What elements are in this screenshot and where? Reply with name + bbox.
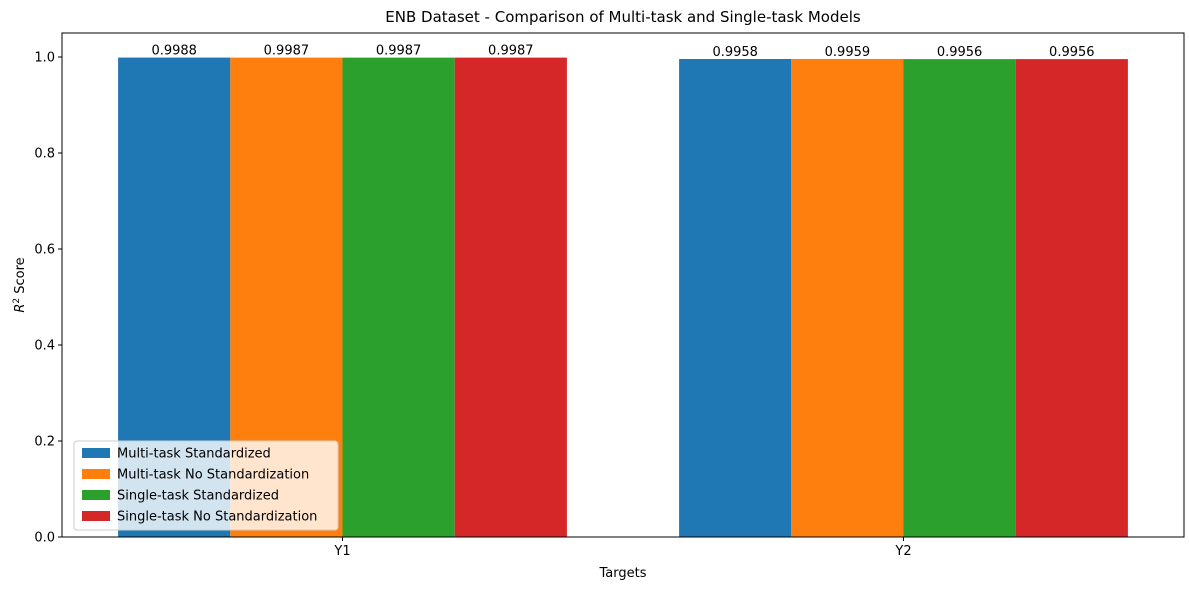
- bar-y2-series-4: [1015, 59, 1128, 537]
- bar-value-label: 0.9956: [937, 45, 983, 60]
- legend-label: Multi-task Standardized: [117, 447, 271, 462]
- legend-swatch: [82, 448, 110, 458]
- bar-value-label: 0.9958: [712, 45, 758, 60]
- x-axis: Y1 Y2: [333, 537, 912, 559]
- y-axis-label-text: Score: [13, 257, 28, 298]
- legend-swatch: [82, 511, 110, 521]
- bar-value-label: 0.9956: [1049, 45, 1095, 60]
- x-tick-label: Y1: [333, 544, 350, 559]
- legend-swatch: [82, 469, 110, 479]
- bar-y1-series-4: [454, 57, 567, 538]
- bar-value-label: 0.9959: [825, 45, 871, 60]
- plot-area-frame: [61, 32, 1185, 538]
- x-axis-label: Targets: [599, 566, 647, 581]
- y-tick-label: 0.2: [34, 435, 55, 450]
- legend-label: Multi-task No Standardization: [117, 468, 309, 483]
- bar-value-label: 0.9987: [376, 44, 422, 59]
- bars-layer: [118, 57, 1128, 538]
- y-axis: 0.0 0.2 0.4 0.6 0.8 1.0: [34, 51, 62, 546]
- legend-label: Single-task No Standardization: [117, 510, 317, 525]
- y-axis-label-symbol: R: [13, 304, 28, 313]
- legend-box: [73, 440, 339, 531]
- bar-y2-series-1: [679, 59, 792, 538]
- legend: Multi-task Standardized Multi-task No Sta…: [73, 440, 339, 531]
- bar-labels-layer: 0.9988 0.9958 0.9987 0.9959 0.9987 0.9956 0.99…: [151, 44, 1094, 61]
- bar-value-label: 0.9987: [488, 44, 534, 59]
- bar-y2-series-2: [791, 58, 904, 538]
- y-tick-label: 0.6: [34, 243, 55, 258]
- bar-y1-series-3: [342, 57, 455, 538]
- legend-swatch: [82, 490, 110, 500]
- bar-y2-series-3: [903, 59, 1016, 537]
- y-axis-label: R2 Score: [12, 257, 28, 312]
- y-tick-label: 0.8: [34, 147, 55, 162]
- legend-label: Single-task Standardized: [117, 489, 279, 504]
- y-axis-label-superscript: 2: [12, 298, 22, 304]
- x-tick-label: Y2: [894, 544, 911, 559]
- bar-value-label: 0.9988: [151, 44, 197, 59]
- y-tick-label: 0.0: [34, 531, 55, 546]
- chart-title: ENB Dataset - Comparison of Multi-task a…: [385, 8, 861, 26]
- y-tick-label: 1.0: [34, 51, 55, 66]
- bar-value-label: 0.9987: [264, 44, 310, 59]
- y-tick-label: 0.4: [34, 339, 55, 354]
